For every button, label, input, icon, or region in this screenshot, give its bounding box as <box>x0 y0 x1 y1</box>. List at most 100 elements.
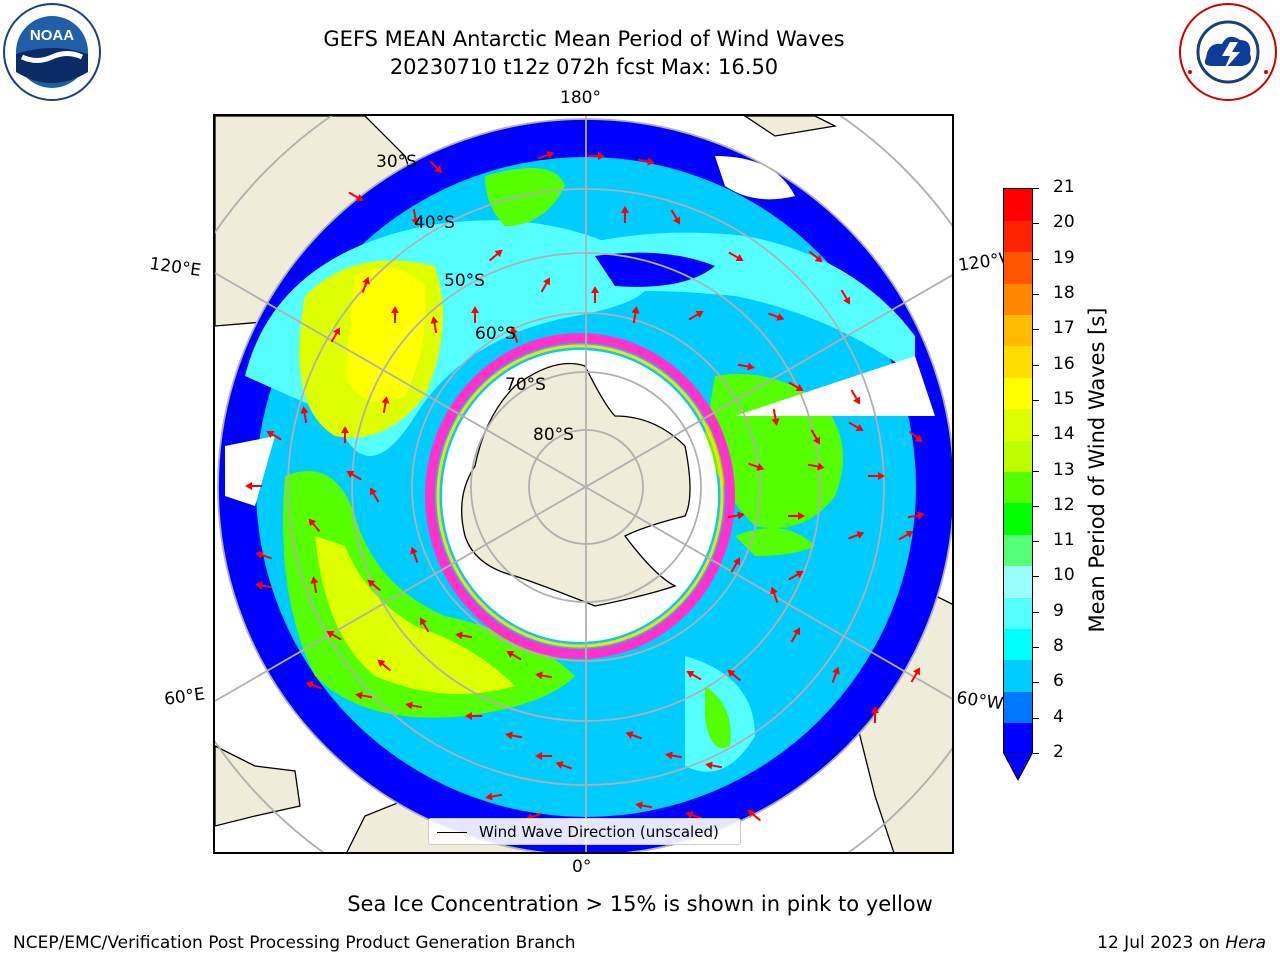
wind-arrow <box>255 581 273 590</box>
graticule <box>215 116 952 852</box>
wind-arrow <box>555 761 572 770</box>
colorbar-tick-label: 20 <box>1053 212 1075 233</box>
lat-label-50s: 50°S <box>444 271 485 291</box>
wind-arrow <box>538 151 555 160</box>
wind-arrow <box>455 631 473 640</box>
lon-label-top: 180° <box>560 88 601 108</box>
wind-arrow <box>705 761 723 770</box>
lat-label-80s: 80°S <box>533 425 574 445</box>
wind-arrow <box>625 731 642 740</box>
colorbar-extend-arrow <box>1003 752 1033 782</box>
wind-arrow <box>898 531 914 541</box>
wind-arrow <box>330 327 340 343</box>
wind-arrow <box>540 277 550 293</box>
colorbar-tick-label: 17 <box>1053 318 1075 339</box>
wind-arrow <box>471 306 479 323</box>
colorbar-tick-label: 9 <box>1053 600 1064 621</box>
polar-map <box>213 114 954 854</box>
footer-credit: NCEP/EMC/Verification Post Processing Pr… <box>13 933 576 953</box>
wind-arrow <box>848 531 865 540</box>
sea-ice-note: Sea Ice Concentration > 15% is shown in … <box>347 892 933 916</box>
wind-arrow <box>850 389 860 405</box>
legend-label: Wind Wave Direction (unscaled) <box>479 823 719 841</box>
lon-label-lower-left: 60°E <box>163 684 207 710</box>
wind-arrow <box>506 651 522 661</box>
wind-arrow <box>326 631 342 641</box>
colorbar-tick-mark <box>1033 611 1039 613</box>
colorbar-tick-label: 10 <box>1053 565 1075 586</box>
colorbar-tick-label: 15 <box>1053 388 1075 409</box>
colorbar <box>1003 188 1033 755</box>
colorbar-segment <box>1004 722 1032 755</box>
wind-arrow <box>300 406 309 424</box>
lat-label-40s: 40°S <box>414 213 455 233</box>
wind-arrow <box>485 792 503 801</box>
antarctica <box>461 362 691 607</box>
colorbar-tick-label: 18 <box>1053 282 1075 303</box>
colorbar-tick-mark <box>1033 364 1039 366</box>
wind-arrow <box>430 316 439 334</box>
wind-arrow <box>910 667 920 683</box>
colorbar-tick-label: 6 <box>1053 671 1064 692</box>
colorbar-segment <box>1004 251 1032 284</box>
legend-line-swatch <box>437 832 467 833</box>
wind-arrow <box>621 206 629 223</box>
wind-arrow <box>790 627 800 643</box>
wind-arrow <box>770 586 779 603</box>
wind-arrow <box>807 462 825 471</box>
colorbar-segment <box>1004 471 1032 504</box>
wind-arrow <box>367 579 382 592</box>
wind-arrow <box>831 666 840 683</box>
lon-label-lower-right: 60°W <box>955 688 1005 715</box>
colorbar-tick-mark <box>1033 505 1039 507</box>
footer-date: 12 Jul 2023 on Hera <box>1097 933 1266 953</box>
colorbar-tick-label: 13 <box>1053 459 1075 480</box>
colorbar-tick-mark <box>1033 576 1039 578</box>
wind-arrow <box>465 712 482 720</box>
wind-arrow <box>245 482 262 490</box>
chart-subtitle: 20230710 t12z 072h fcst Max: 16.50 <box>389 55 779 79</box>
wind-arrow <box>488 249 503 262</box>
wind-arrow <box>266 431 282 441</box>
colorbar-tick-label: 2 <box>1053 742 1064 762</box>
colorbar-segment <box>1004 597 1032 629</box>
wind-arrow <box>788 381 804 391</box>
wind-arrow <box>685 811 702 820</box>
wind-arrow <box>747 809 762 822</box>
wind-arrow <box>381 396 390 414</box>
wind-arrow <box>840 289 850 305</box>
colorbar-segment <box>1004 189 1032 221</box>
colorbar-tick-mark <box>1033 541 1039 543</box>
colorbar-tick-label: 21 <box>1053 177 1075 197</box>
map-legend: Wind Wave Direction (unscaled) <box>428 818 741 845</box>
wind-arrow <box>670 209 680 225</box>
wind-arrow <box>686 671 702 681</box>
colorbar-tick-mark <box>1033 223 1039 225</box>
colorbar-tick-label: 11 <box>1053 530 1075 551</box>
colorbar-segment <box>1004 628 1032 661</box>
lat-label-70s: 70°S <box>505 375 546 395</box>
wind-arrow <box>535 671 553 680</box>
noaa-logo: NOAA <box>2 2 102 102</box>
colorbar-tick-mark <box>1033 258 1039 260</box>
colorbar-tick-mark <box>1033 435 1039 437</box>
wind-arrows <box>245 151 925 841</box>
nws-logo <box>1178 2 1278 102</box>
wind-arrow <box>737 362 755 371</box>
wind-arrow <box>868 472 885 480</box>
colorbar-segment <box>1004 691 1032 724</box>
footer-machine: Hera <box>1225 933 1266 953</box>
colorbar-tick-mark <box>1033 188 1039 189</box>
colorbar-tick-mark <box>1033 753 1039 754</box>
colorbar-tick-label: 14 <box>1053 424 1075 445</box>
colorbar-tick-label: 4 <box>1053 706 1064 727</box>
wind-arrow <box>341 426 349 443</box>
colorbar-tick-mark <box>1033 470 1039 472</box>
lat-label-60s: 60°S <box>475 324 516 344</box>
svg-text:NOAA: NOAA <box>30 27 74 44</box>
wind-arrow <box>637 157 655 166</box>
wind-arrow <box>510 326 519 343</box>
wind-arrow <box>730 557 740 573</box>
colorbar-tick-mark <box>1033 399 1039 401</box>
colorbar-segment <box>1004 502 1032 535</box>
